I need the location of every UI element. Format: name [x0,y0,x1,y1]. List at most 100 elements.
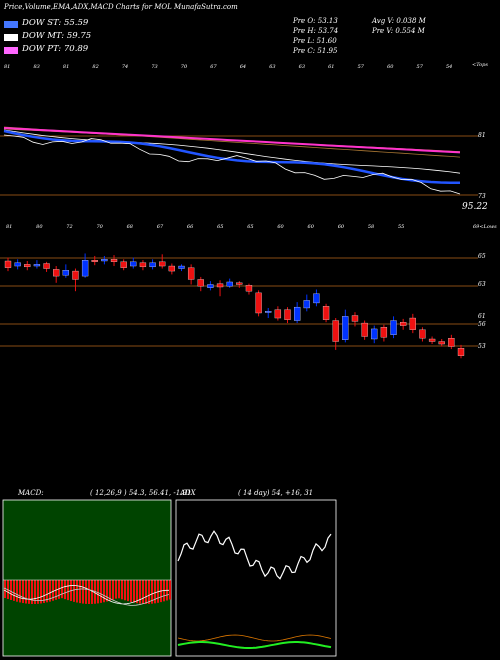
bottom-ticks-1: 80 [36,224,43,230]
top-ticks-7: 67 [210,64,217,70]
candle-body-24 [236,282,243,285]
tops-label: <Tops [472,62,488,68]
macd-bar-3 [13,580,15,601]
candle-body-13 [130,261,137,267]
macd-bar-19 [61,580,63,599]
bottom-ticks-9: 60 [277,224,284,230]
macd-bar-37 [115,580,117,599]
price-label-53: 53 [478,343,486,350]
macd-bar-36 [112,580,114,600]
macd-bar-14 [46,580,48,603]
macd-bar-20 [64,580,66,600]
macd-bar-5 [19,580,21,603]
candle-body-4 [43,263,50,269]
price-label-63: 63 [478,281,486,288]
candle-body-5 [53,269,60,277]
bottom-ticks-11: 60 [337,224,345,230]
macd-bar-55 [169,580,171,600]
candle-body-29 [284,309,291,320]
candle-body-2 [24,264,31,268]
candle-body-3 [33,264,41,267]
avg-volume: Avg V: 0.038 M [372,17,426,25]
candle-body-46 [448,338,455,347]
candle-body-41 [400,322,407,326]
candle-body-28 [274,309,282,319]
top-ticks-15: 54 [446,64,453,70]
price-line-white [3,134,461,195]
prev-low: Pre L: 51.60 [293,37,337,45]
candle-body-43 [419,329,426,339]
top-ticks-4: 74 [121,64,129,70]
candle-body-18 [178,265,185,269]
ema-line-pink [3,127,461,154]
bottom-ticks-6: 66 [186,224,194,230]
macd-bar-25 [79,580,81,604]
prev-close: Pre C: 51.95 [293,47,338,55]
lows-label: 69<Lows [473,224,497,230]
macd-bar-24 [76,580,78,603]
candle-body-21 [207,284,214,288]
top-ticks-10: 63 [298,64,306,70]
macd-bar-35 [109,580,111,601]
top-ticks-3: 82 [92,64,99,70]
macd-bar-47 [145,580,147,604]
top-ticks-5: 73 [151,64,158,70]
macd-bar-4 [16,580,18,602]
candle-body-36 [351,315,359,322]
macd-line [3,585,169,605]
legend-st-label: DOW ST: 55.59 [22,18,89,28]
bottom-ticks-10: 60 [307,224,314,230]
candle-body-14 [139,262,147,268]
candle-body-20 [197,279,204,287]
macd-bar-42 [130,580,132,602]
candle-body-1 [14,262,21,267]
macd-bar-2 [10,580,12,600]
candle-body-30 [293,306,301,321]
legend-mt-swatch [4,34,18,41]
macd-bar-45 [139,580,141,604]
top-ticks-8: 64 [239,64,247,70]
top-ticks-12: 57 [357,64,364,70]
adx-values: ( 14 day) 54, +16, 31 [238,489,314,497]
ema-last-price: 95.22 [462,202,488,212]
candle-body-8 [81,260,89,277]
candle-body-47 [457,348,465,356]
candle-body-44 [428,338,436,342]
candle-body-15 [149,262,156,268]
candle-body-9 [91,260,98,262]
macd-bar-39 [121,580,123,600]
candle-body-10 [101,259,108,262]
top-ticks-13: 60 [387,64,394,70]
price-label-61: 61 [478,313,486,320]
candle-body-19 [187,267,195,280]
bottom-ticks-5: 67 [156,224,164,230]
bottom-ticks-12: 58 [367,224,375,230]
candle-body-37 [361,322,368,337]
top-ticks-14: 57 [416,64,423,70]
candle-body-40 [390,320,397,335]
macd-values: ( 12,26,9 ) 54.3, 56.41, -1.91 [90,489,192,497]
candle-body-38 [371,328,378,340]
macd-bar-13 [43,580,45,603]
candle-body-35 [342,316,349,340]
macd-bar-32 [100,580,102,603]
macd-bar-10 [34,580,36,604]
macd-bar-8 [28,580,30,604]
adx-minus-di-line [177,641,332,649]
macd-bar-46 [142,580,144,604]
bottom-ticks-13: 55 [398,224,405,230]
candle-body-16 [159,261,166,267]
prev-open: Pre O: 53.13 [293,17,338,25]
macd-bar-40 [124,580,126,601]
macd-bar-16 [52,580,54,601]
ema-line-white [3,129,461,174]
top-ticks-1: 83 [33,64,40,70]
candle-body-12 [120,261,127,268]
candle-body-27 [265,311,272,313]
candle-body-34 [332,320,339,342]
price-label-56: 56 [478,321,486,328]
macd-label: MACD: [18,489,44,497]
candle-body-25 [245,285,253,292]
macd-bar-21 [67,580,69,601]
macd-bar-33 [103,580,105,603]
